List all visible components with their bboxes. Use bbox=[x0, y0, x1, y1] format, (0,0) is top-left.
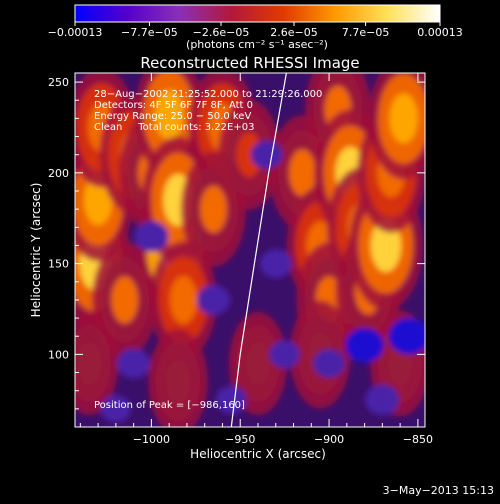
heatmap-source-core bbox=[77, 342, 102, 385]
colorbar-tick-label: 0.00013 bbox=[417, 26, 463, 39]
colorbar-tick-label: −7.7e−05 bbox=[121, 26, 178, 39]
colorbar-tick-label: 2.6e−05 bbox=[270, 26, 317, 39]
plot-frame bbox=[74, 72, 426, 428]
heatmap-dark-source bbox=[117, 348, 151, 379]
y-axis-label: Heliocentric Y (arcsec) bbox=[29, 183, 43, 318]
annotation-time-range: 28−Aug−2002 21:25:52.000 to 21:29:26.000 bbox=[94, 89, 322, 100]
colorbar-tick-label: −2.6e−05 bbox=[193, 26, 250, 39]
heatmap-dark-source bbox=[345, 328, 384, 363]
x-axis-ticks: −1000 −950 −900 −850 bbox=[79, 73, 433, 446]
y-tick-label: 100 bbox=[48, 348, 69, 361]
heatmap-dark-source bbox=[388, 318, 425, 355]
y-tick-label: 150 bbox=[48, 258, 69, 271]
heatmap-source-core bbox=[246, 342, 270, 385]
colorbar-tick-label: 7.7e−05 bbox=[342, 26, 389, 39]
heatmap-source-core bbox=[389, 93, 418, 144]
heatmap-image bbox=[75, 73, 425, 427]
y-tick-label: 200 bbox=[48, 167, 69, 180]
heatmap-source-core bbox=[154, 89, 184, 140]
heatmap-source-core bbox=[200, 185, 227, 233]
colorbar-tick-label: −0.00013 bbox=[48, 26, 103, 39]
x-axis-label: Heliocentric X (arcsec) bbox=[190, 447, 326, 461]
heatmap-dark-source bbox=[259, 249, 292, 279]
y-tick-label: 250 bbox=[48, 76, 69, 89]
solar-limb-line bbox=[230, 73, 287, 427]
heatmap-dark-source bbox=[250, 140, 283, 170]
footer-date: 3−May−2013 15:13 bbox=[383, 484, 494, 497]
heatmap-source-core bbox=[111, 276, 139, 324]
x-tick-label: −950 bbox=[225, 433, 255, 446]
heatmap-source-core bbox=[165, 360, 191, 404]
heatmap-source-core bbox=[236, 132, 262, 178]
y-axis-ticks: 100 150 200 250 bbox=[48, 76, 425, 410]
heatmap-dark-source bbox=[365, 384, 400, 416]
heatmap-dark-source bbox=[215, 385, 247, 414]
peak-position-label: Position of Peak = [−986,160] bbox=[94, 400, 245, 411]
colorbar-ticks: −0.00013 −7.7e−05 −2.6e−05 2.6e−05 7.7e−05 0.… bbox=[48, 22, 463, 39]
heatmap-dark-source bbox=[134, 221, 169, 252]
annotation-detectors: Detectors: 4F 5F 6F 7F 8F, Att 0 bbox=[94, 100, 253, 111]
heatmap-dark-source bbox=[269, 340, 301, 369]
heatmap-dark-source bbox=[313, 349, 346, 378]
x-tick-label: −1000 bbox=[133, 433, 170, 446]
annotation-clean-counts: Clean Total counts: 3.22E+03 bbox=[94, 122, 254, 133]
chart-title: Reconstructed RHESSI Image bbox=[140, 54, 359, 72]
heatmap-dark-source bbox=[197, 285, 231, 315]
colorbar bbox=[74, 4, 441, 23]
heatmap-source-core bbox=[289, 149, 316, 197]
x-tick-label: −900 bbox=[314, 433, 344, 446]
heatmap-dark-source bbox=[100, 395, 131, 423]
annotation-energy-range: Energy Range: 25.0 − 50.0 keV bbox=[94, 111, 251, 122]
x-tick-label: −850 bbox=[403, 433, 433, 446]
colorbar-unit-label: (photons cm⁻² s⁻¹ asec⁻²) bbox=[186, 38, 328, 51]
heatmap-source-core bbox=[169, 275, 197, 324]
